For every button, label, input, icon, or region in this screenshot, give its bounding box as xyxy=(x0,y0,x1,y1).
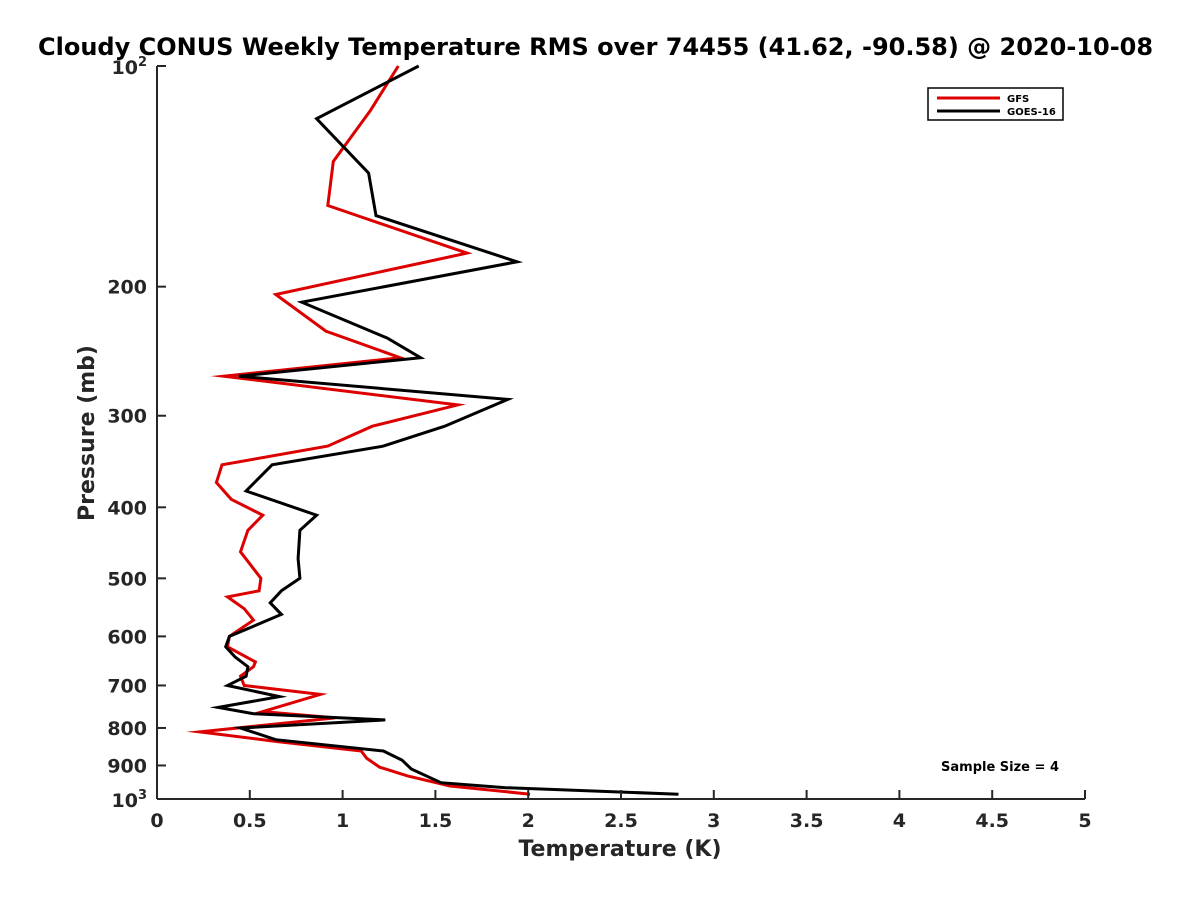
legend-label: GFS xyxy=(1007,94,1029,105)
y-tick-label: 400 xyxy=(107,497,147,519)
x-tick-label: 2 xyxy=(522,810,535,832)
series-line-goes-16 xyxy=(209,64,679,796)
legend-label: GOES-16 xyxy=(1007,107,1056,118)
x-axis-label: Temperature (K) xyxy=(518,837,721,862)
x-tick-label: 0 xyxy=(150,810,163,832)
x-tick-label: 3.5 xyxy=(790,810,824,832)
series-line-gfs xyxy=(186,65,531,796)
x-tick-label: 3 xyxy=(707,810,720,832)
legend-box xyxy=(927,87,1064,121)
x-tick-label: 1.5 xyxy=(419,810,453,832)
x-tick-label: 1 xyxy=(336,810,349,832)
y-tick-label: 900 xyxy=(107,755,147,777)
x-tick-label: 2.5 xyxy=(604,810,638,832)
x-tick-label: 4.5 xyxy=(975,810,1009,832)
y-tick-label: 600 xyxy=(107,626,147,648)
y-tick-label: 300 xyxy=(107,406,147,428)
y-tick-label: 200 xyxy=(107,277,147,299)
legend: GFS GOES-16 xyxy=(927,87,1064,121)
y-tick-label: 103 xyxy=(112,788,148,812)
y-tick-label: 102 xyxy=(112,55,148,79)
y-tick-label: 700 xyxy=(107,675,147,697)
x-tick-label: 4 xyxy=(893,810,906,832)
sample-size-note: Sample Size = 4 xyxy=(941,760,1059,775)
y-axis-label: Pressure (mb) xyxy=(75,345,100,521)
y-tick-label: 800 xyxy=(107,718,147,740)
x-tick-label: 5 xyxy=(1078,810,1091,832)
plot-area: 0 0.5 1 1.5 2 2.5 3 3.5 4 4.5 5 102 200 300 400 500 600 7… xyxy=(107,55,1091,832)
y-tick-label: 500 xyxy=(107,568,147,590)
x-tick-label: 0.5 xyxy=(233,810,267,832)
chart-title: Cloudy CONUS Weekly Temperature RMS over… xyxy=(38,33,1153,61)
